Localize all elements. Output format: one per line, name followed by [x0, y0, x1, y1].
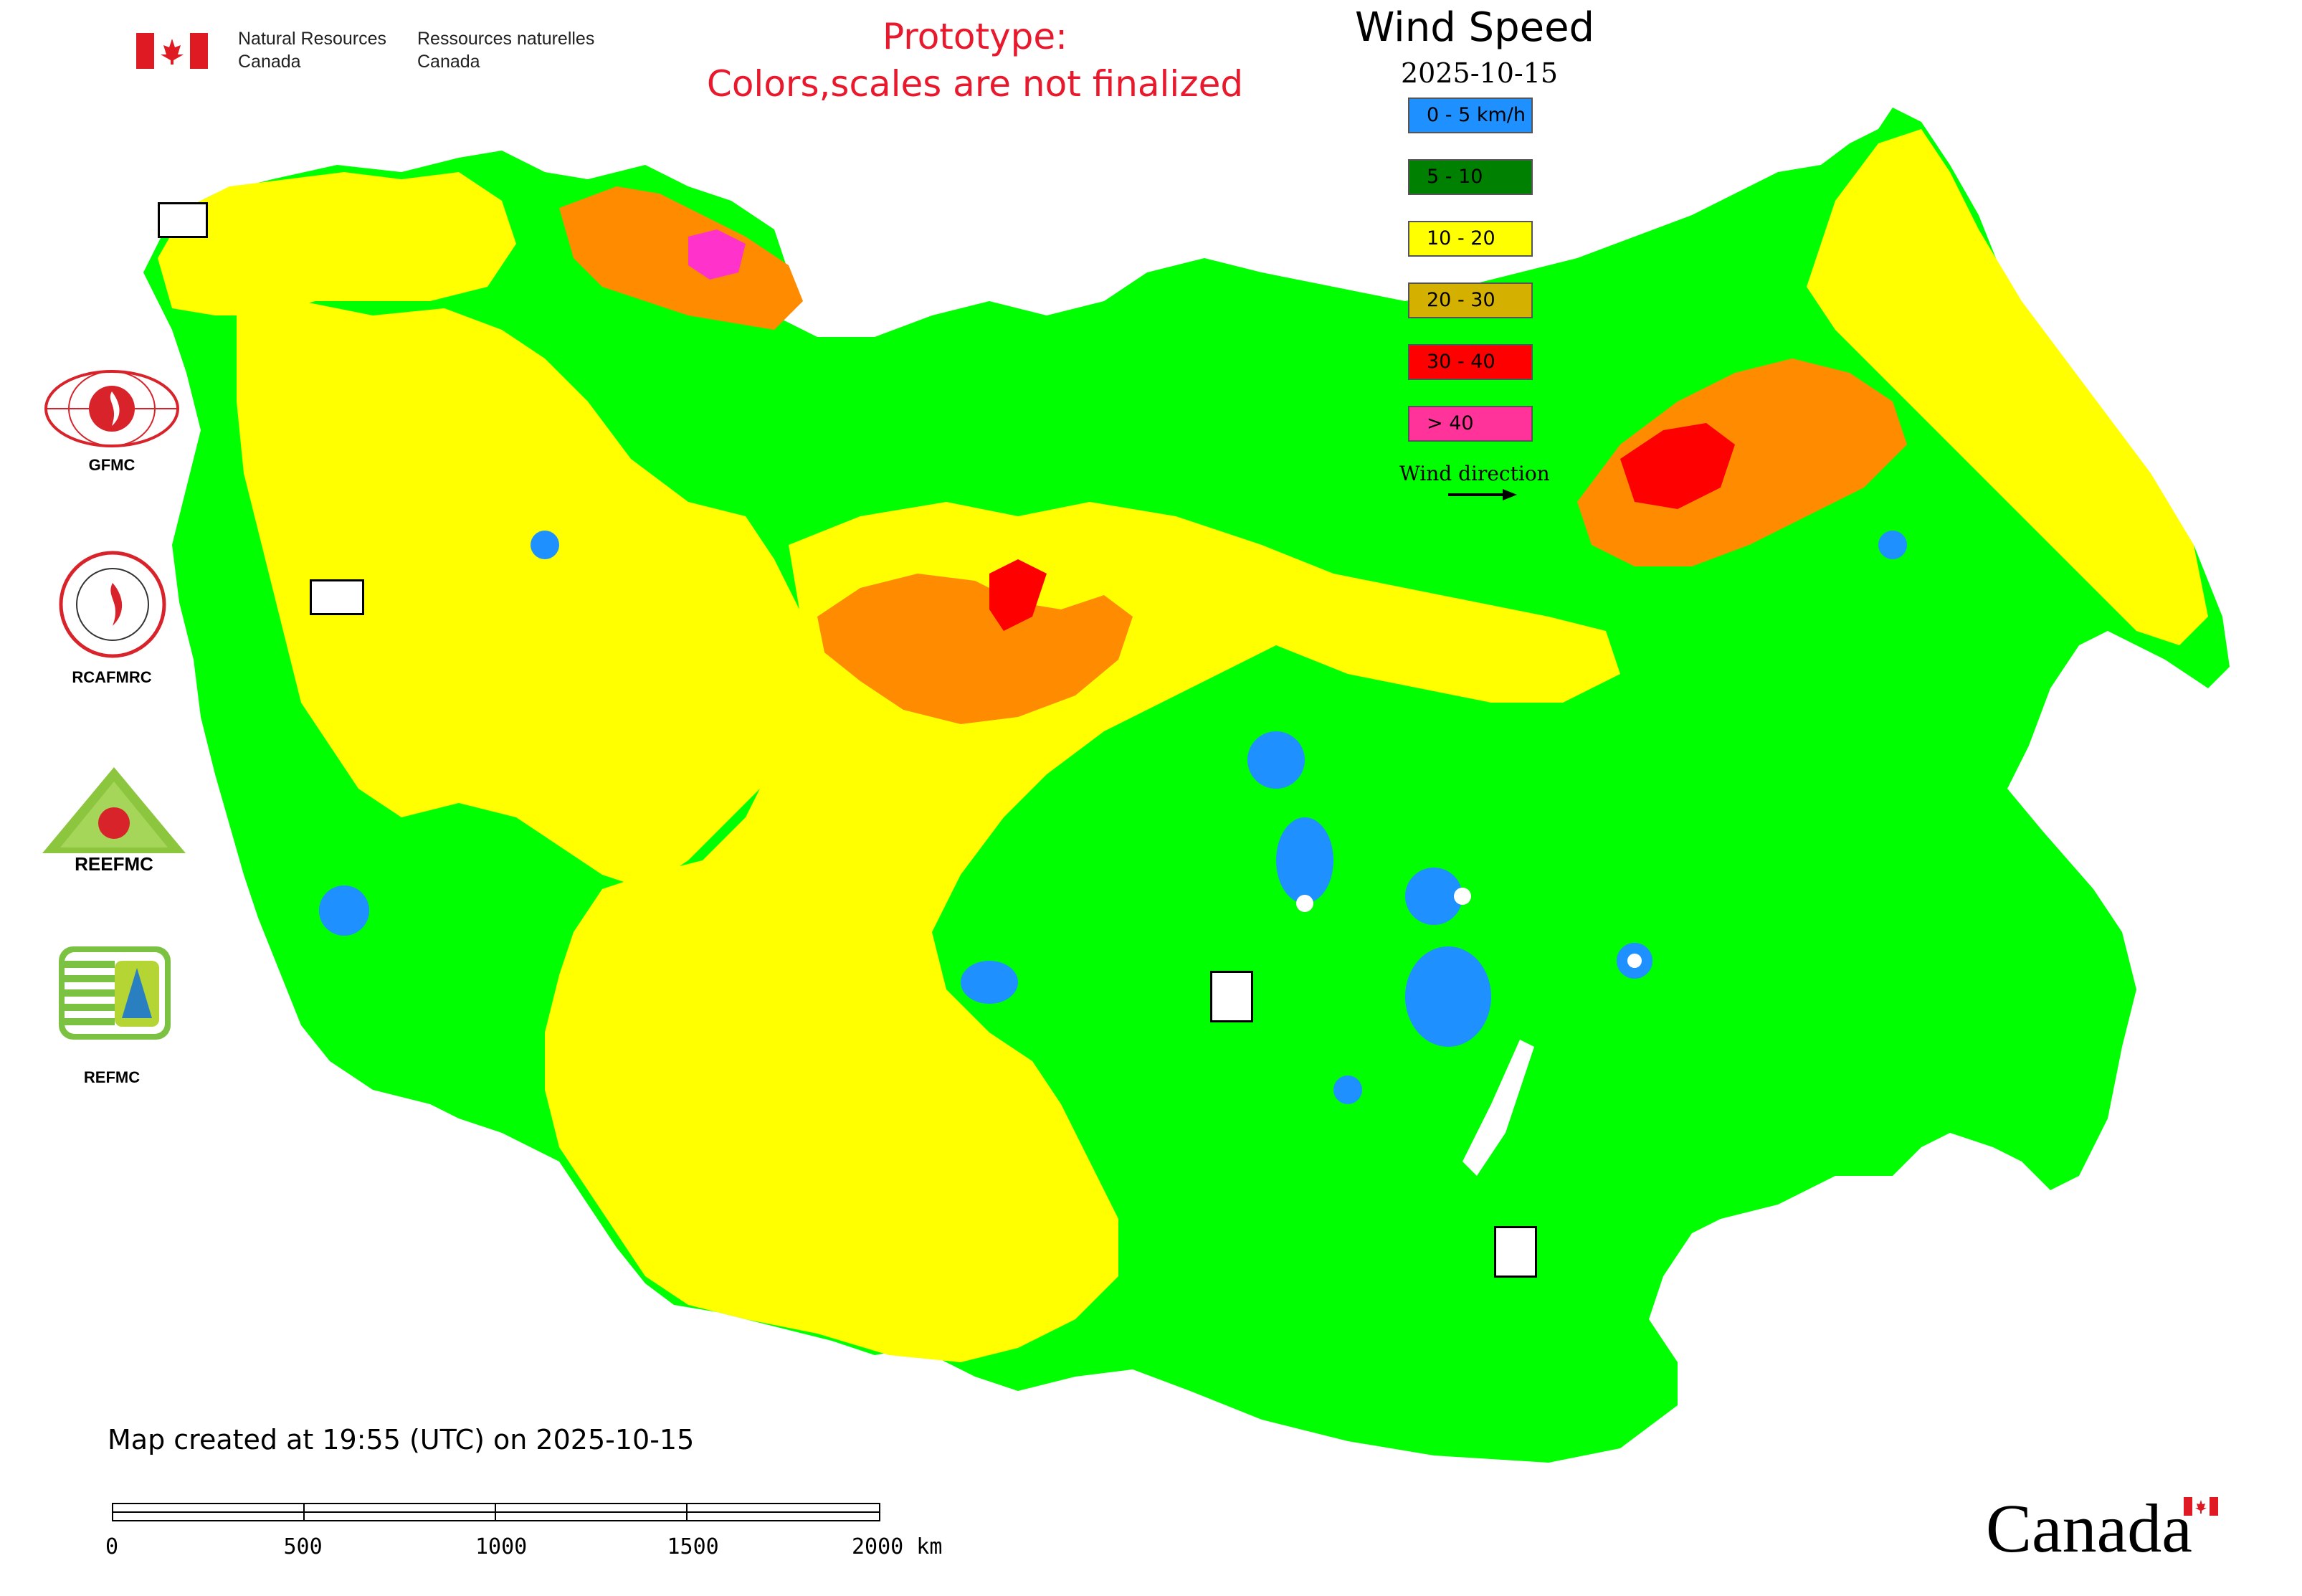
zone-west-yellow — [237, 301, 817, 889]
legend-date: 2025-10-15 — [1401, 57, 1559, 89]
agency-fr-line2: Canada — [417, 52, 480, 72]
legend-label-3: 20 - 30 — [1427, 289, 1495, 311]
zone-northeast-red — [1620, 423, 1735, 509]
gfmc-map-marker — [158, 202, 208, 238]
legend-label-5: > 40 — [1427, 412, 1474, 434]
scale-label-3: 1500 — [667, 1534, 719, 1559]
legend-swatch-3 — [1408, 282, 1533, 318]
scale-label-0: 0 — [105, 1534, 119, 1559]
legend-swatch-5 — [1408, 406, 1533, 442]
legend-title: Wind Speed — [1355, 4, 1595, 51]
prototype-notice-line1: Prototype: — [882, 16, 1068, 57]
zone-southwest-yellow — [545, 975, 1047, 1355]
gfmc-caption: GFMC — [88, 456, 135, 474]
legend-label-4: 30 - 40 — [1427, 351, 1495, 373]
rcafmrc-logo-icon — [59, 551, 166, 658]
legend-swatch-0 — [1408, 98, 1533, 133]
zone-yamal-orange — [817, 574, 1133, 724]
refmc-logo-icon — [59, 946, 171, 1040]
zone-scandinavia-yellow — [158, 172, 516, 315]
legend-label-1: 5 - 10 — [1427, 166, 1483, 188]
zone-kola-magenta — [688, 229, 746, 280]
svg-text:REEFMC: REEFMC — [75, 853, 153, 875]
canada-flag-icon — [136, 33, 208, 69]
legend-swatch-4 — [1408, 344, 1533, 380]
canada-wordmark-text: Canada — [1986, 1490, 2192, 1567]
wordmark-flag-icon — [2184, 1497, 2218, 1516]
zone-east-yellow — [1807, 129, 2208, 645]
legend-label-0: 0 - 5 km/h — [1427, 104, 1526, 126]
scale-bar — [112, 1503, 880, 1521]
refmc-caption: REFMC — [83, 1068, 141, 1086]
scale-label-2: 1000 — [475, 1534, 528, 1559]
agency-en-line2: Canada — [238, 52, 301, 72]
rcafmrc-caption: RCAFMRC — [72, 668, 152, 686]
agency-fr-line1: Ressources naturelles — [417, 29, 595, 49]
reefmc-map-marker — [310, 579, 364, 615]
wind-direction-label: Wind direction — [1399, 462, 1550, 485]
wind-direction-arrow-icon — [1448, 488, 1517, 502]
rcafmrc-map-marker — [1494, 1226, 1537, 1278]
agency-en-line1: Natural Resources — [238, 29, 387, 49]
gfmc-logo-icon — [40, 366, 184, 452]
refmc-map-marker — [1210, 971, 1253, 1022]
zone-chukotka-orange — [1577, 358, 1907, 566]
legend-swatch-1 — [1408, 159, 1533, 195]
zone-kola-orange — [559, 186, 803, 330]
legend-swatch-2 — [1408, 221, 1533, 257]
zone-novaya-red — [989, 559, 1047, 631]
scale-label-1: 500 — [283, 1534, 323, 1559]
prototype-notice-line2: Colors,scales are not finalized — [706, 63, 1244, 105]
reefmc-logo-icon: REEFMC — [39, 767, 189, 875]
scale-label-4: 2000 km — [852, 1534, 943, 1559]
canada-wordmark: Canada — [1986, 1488, 2192, 1568]
map-created-text: Map created at 19:55 (UTC) on 2025-10-15 — [108, 1424, 695, 1455]
zone-lakes — [1296, 888, 1642, 1176]
zone-blue-patches — [319, 531, 1907, 1104]
legend-label-2: 10 - 20 — [1427, 227, 1495, 250]
